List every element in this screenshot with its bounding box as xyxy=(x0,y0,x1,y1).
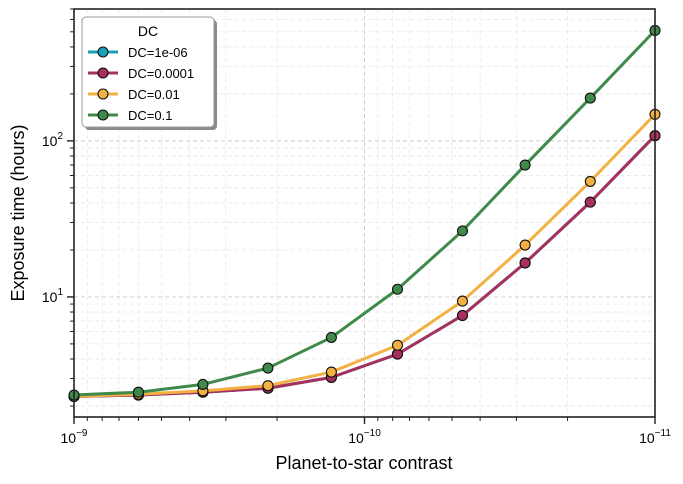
series-4 xyxy=(68,24,661,401)
legend-swatch-marker xyxy=(97,109,109,121)
y-tick-label-exponent: 1 xyxy=(57,287,63,298)
data-point xyxy=(456,309,469,322)
data-point xyxy=(519,159,531,171)
legend-box xyxy=(81,16,215,128)
series-line xyxy=(72,112,657,399)
x-tick-label-base: 10 xyxy=(348,430,364,446)
series-layer xyxy=(68,24,661,403)
data-point xyxy=(197,378,209,390)
data-point xyxy=(519,257,531,269)
x-tick-label-base: 10 xyxy=(61,430,77,446)
legend-swatch-marker xyxy=(97,46,109,58)
x-tick-label: 10−11 xyxy=(639,428,671,446)
legend-title: DC xyxy=(138,23,158,39)
legend-entry-label: DC=1e-06 xyxy=(128,45,188,60)
y-tick-label-base: 10 xyxy=(42,289,58,305)
data-point xyxy=(132,386,144,398)
x-tick-label: 10−9 xyxy=(61,428,88,446)
x-tick-label-exponent: −10 xyxy=(364,428,381,439)
y-axis-label: Exposure time (hours) xyxy=(8,124,28,301)
x-axis-label: Planet-to-star contrast xyxy=(275,453,452,473)
x-tick-label-exponent: −9 xyxy=(76,428,88,439)
data-point xyxy=(391,283,404,295)
x-tick-label-base: 10 xyxy=(639,430,655,446)
data-point xyxy=(391,339,404,351)
legend: DC DC=1e-06 DC=0.0001 DC=0.01 DC=0.1 xyxy=(81,16,217,130)
legend-entry-label: DC=0.0001 xyxy=(128,66,194,81)
data-point xyxy=(584,92,596,104)
data-point xyxy=(519,239,531,251)
data-point xyxy=(262,380,274,392)
data-point xyxy=(584,175,596,187)
x-tick-label: 10−10 xyxy=(348,428,381,446)
legend-entry-label: DC=0.01 xyxy=(128,87,180,102)
legend-swatch-marker xyxy=(97,88,109,100)
series-line xyxy=(72,28,657,397)
y-tick-label: 102 xyxy=(42,131,64,149)
data-point xyxy=(325,331,337,343)
y-tick-label: 101 xyxy=(42,287,64,305)
data-point xyxy=(325,366,337,378)
legend-swatch-marker xyxy=(97,67,109,79)
data-point xyxy=(456,295,469,307)
x-tick-label-exponent: −11 xyxy=(655,428,672,439)
data-point xyxy=(584,196,596,208)
data-point xyxy=(456,225,469,237)
y-tick-label-exponent: 2 xyxy=(57,131,63,142)
data-point xyxy=(262,362,274,374)
y-tick-label-base: 10 xyxy=(42,133,58,149)
legend-entry-label: DC=0.1 xyxy=(128,108,172,123)
